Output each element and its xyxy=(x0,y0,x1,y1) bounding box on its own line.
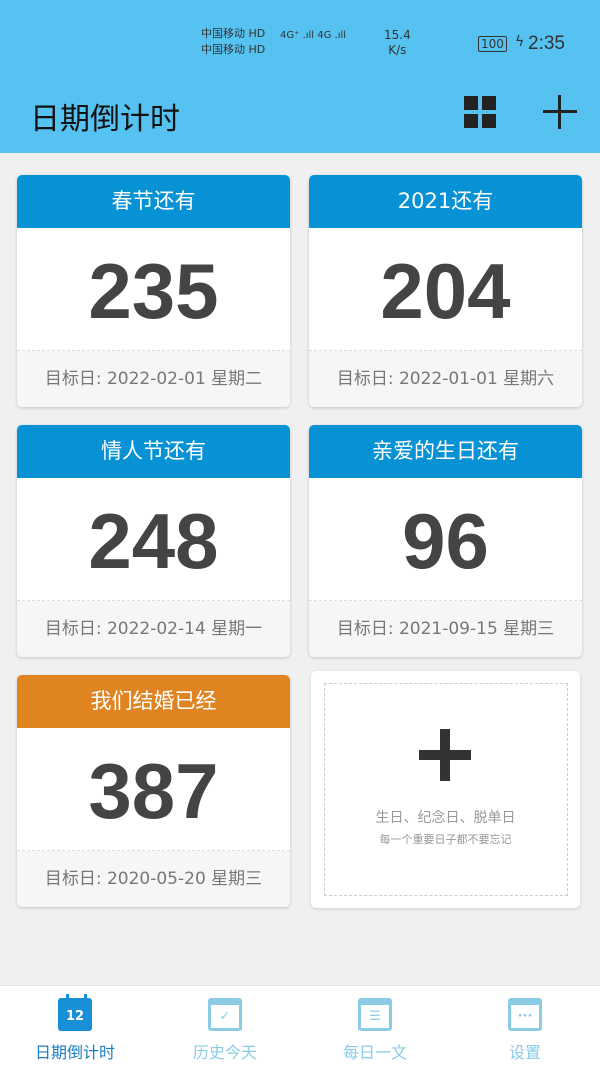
calendar-check-icon: ✓ xyxy=(208,998,242,1031)
card-title: 2021还有 xyxy=(309,175,582,228)
charging-icon: ϟ xyxy=(515,34,525,50)
days-count: 387 xyxy=(17,728,290,851)
card-title: 春节还有 xyxy=(17,175,290,228)
clock: 2:35 xyxy=(528,33,565,54)
add-hint-title: 生日、纪念日、脱单日 xyxy=(375,810,516,826)
card-title: 情人节还有 xyxy=(17,425,290,478)
grid-view-icon[interactable] xyxy=(464,96,496,128)
countdown-card[interactable]: 亲爱的生日还有 96 目标日: 2021-09-15 星期三 xyxy=(309,425,582,657)
target-date: 目标日: 2022-02-01 星期二 xyxy=(17,351,290,407)
countdown-card[interactable]: 春节还有 235 目标日: 2022-02-01 星期二 xyxy=(17,175,290,407)
carrier-info: 中国移动 HD 中国移动 HD xyxy=(201,26,265,58)
app-bar: 中国移动 HD 中国移动 HD 4G⁺ .ıll 4G .ıll 15.4 K/s … xyxy=(0,0,600,153)
nav-label: 日期倒计时 xyxy=(34,1043,115,1062)
speed-unit: K/s xyxy=(388,43,407,57)
page-title: 日期倒计时 xyxy=(30,102,180,137)
nav-tab[interactable]: 12 日期倒计时 xyxy=(0,986,150,1067)
countdown-card[interactable]: 2021还有 204 目标日: 2022-01-01 星期六 xyxy=(309,175,582,407)
nav-tab[interactable]: ☰ 每日一文 xyxy=(300,986,450,1067)
nav-label: 设置 xyxy=(508,1043,541,1062)
add-hint-subtitle: 每一个重要日子都不要忘记 xyxy=(379,833,512,846)
calendar-12-icon: 12 xyxy=(58,994,92,1031)
days-count: 235 xyxy=(17,228,290,351)
countdown-card[interactable]: 我们结婚已经 387 目标日: 2020-05-20 星期三 xyxy=(17,675,290,907)
target-date: 目标日: 2021-09-15 星期三 xyxy=(309,601,582,657)
network-speed: 15.4 K/s xyxy=(384,28,411,58)
add-icon[interactable] xyxy=(543,95,577,129)
nav-label: 历史今天 xyxy=(192,1043,257,1062)
carrier-2: 中国移动 HD xyxy=(201,43,266,56)
nav-tab[interactable]: ··· 设置 xyxy=(450,986,600,1067)
nav-tab[interactable]: ✓ 历史今天 xyxy=(150,986,300,1067)
countdown-card[interactable]: 情人节还有 248 目标日: 2022-02-14 星期一 xyxy=(17,425,290,657)
calendar-list-icon: ☰ xyxy=(358,998,392,1031)
days-count: 248 xyxy=(17,478,290,601)
battery-icon: 100 xyxy=(478,36,507,52)
nav-label: 每日一文 xyxy=(342,1043,407,1062)
card-title: 我们结婚已经 xyxy=(17,675,290,728)
target-date: 目标日: 2022-02-14 星期一 xyxy=(17,601,290,657)
card-title: 亲爱的生日还有 xyxy=(309,425,582,478)
carrier-1: 中国移动 HD xyxy=(201,27,266,40)
add-event-card[interactable]: 生日、纪念日、脱单日 每一个重要日子都不要忘记 xyxy=(311,671,580,908)
calendar-dots-icon: ··· xyxy=(508,998,542,1031)
days-count: 96 xyxy=(309,478,582,601)
speed-value: 15.4 xyxy=(384,28,411,42)
target-date: 目标日: 2022-01-01 星期六 xyxy=(309,351,582,407)
plus-icon xyxy=(419,729,471,781)
signal-icon: 4G⁺ .ıll 4G .ıll xyxy=(280,30,347,41)
bottom-nav: 12 日期倒计时 ✓ 历史今天 ☰ 每日一文 ··· 设置 xyxy=(0,985,600,1067)
days-count: 204 xyxy=(309,228,582,351)
target-date: 目标日: 2020-05-20 星期三 xyxy=(17,851,290,907)
dashed-border xyxy=(324,683,568,896)
